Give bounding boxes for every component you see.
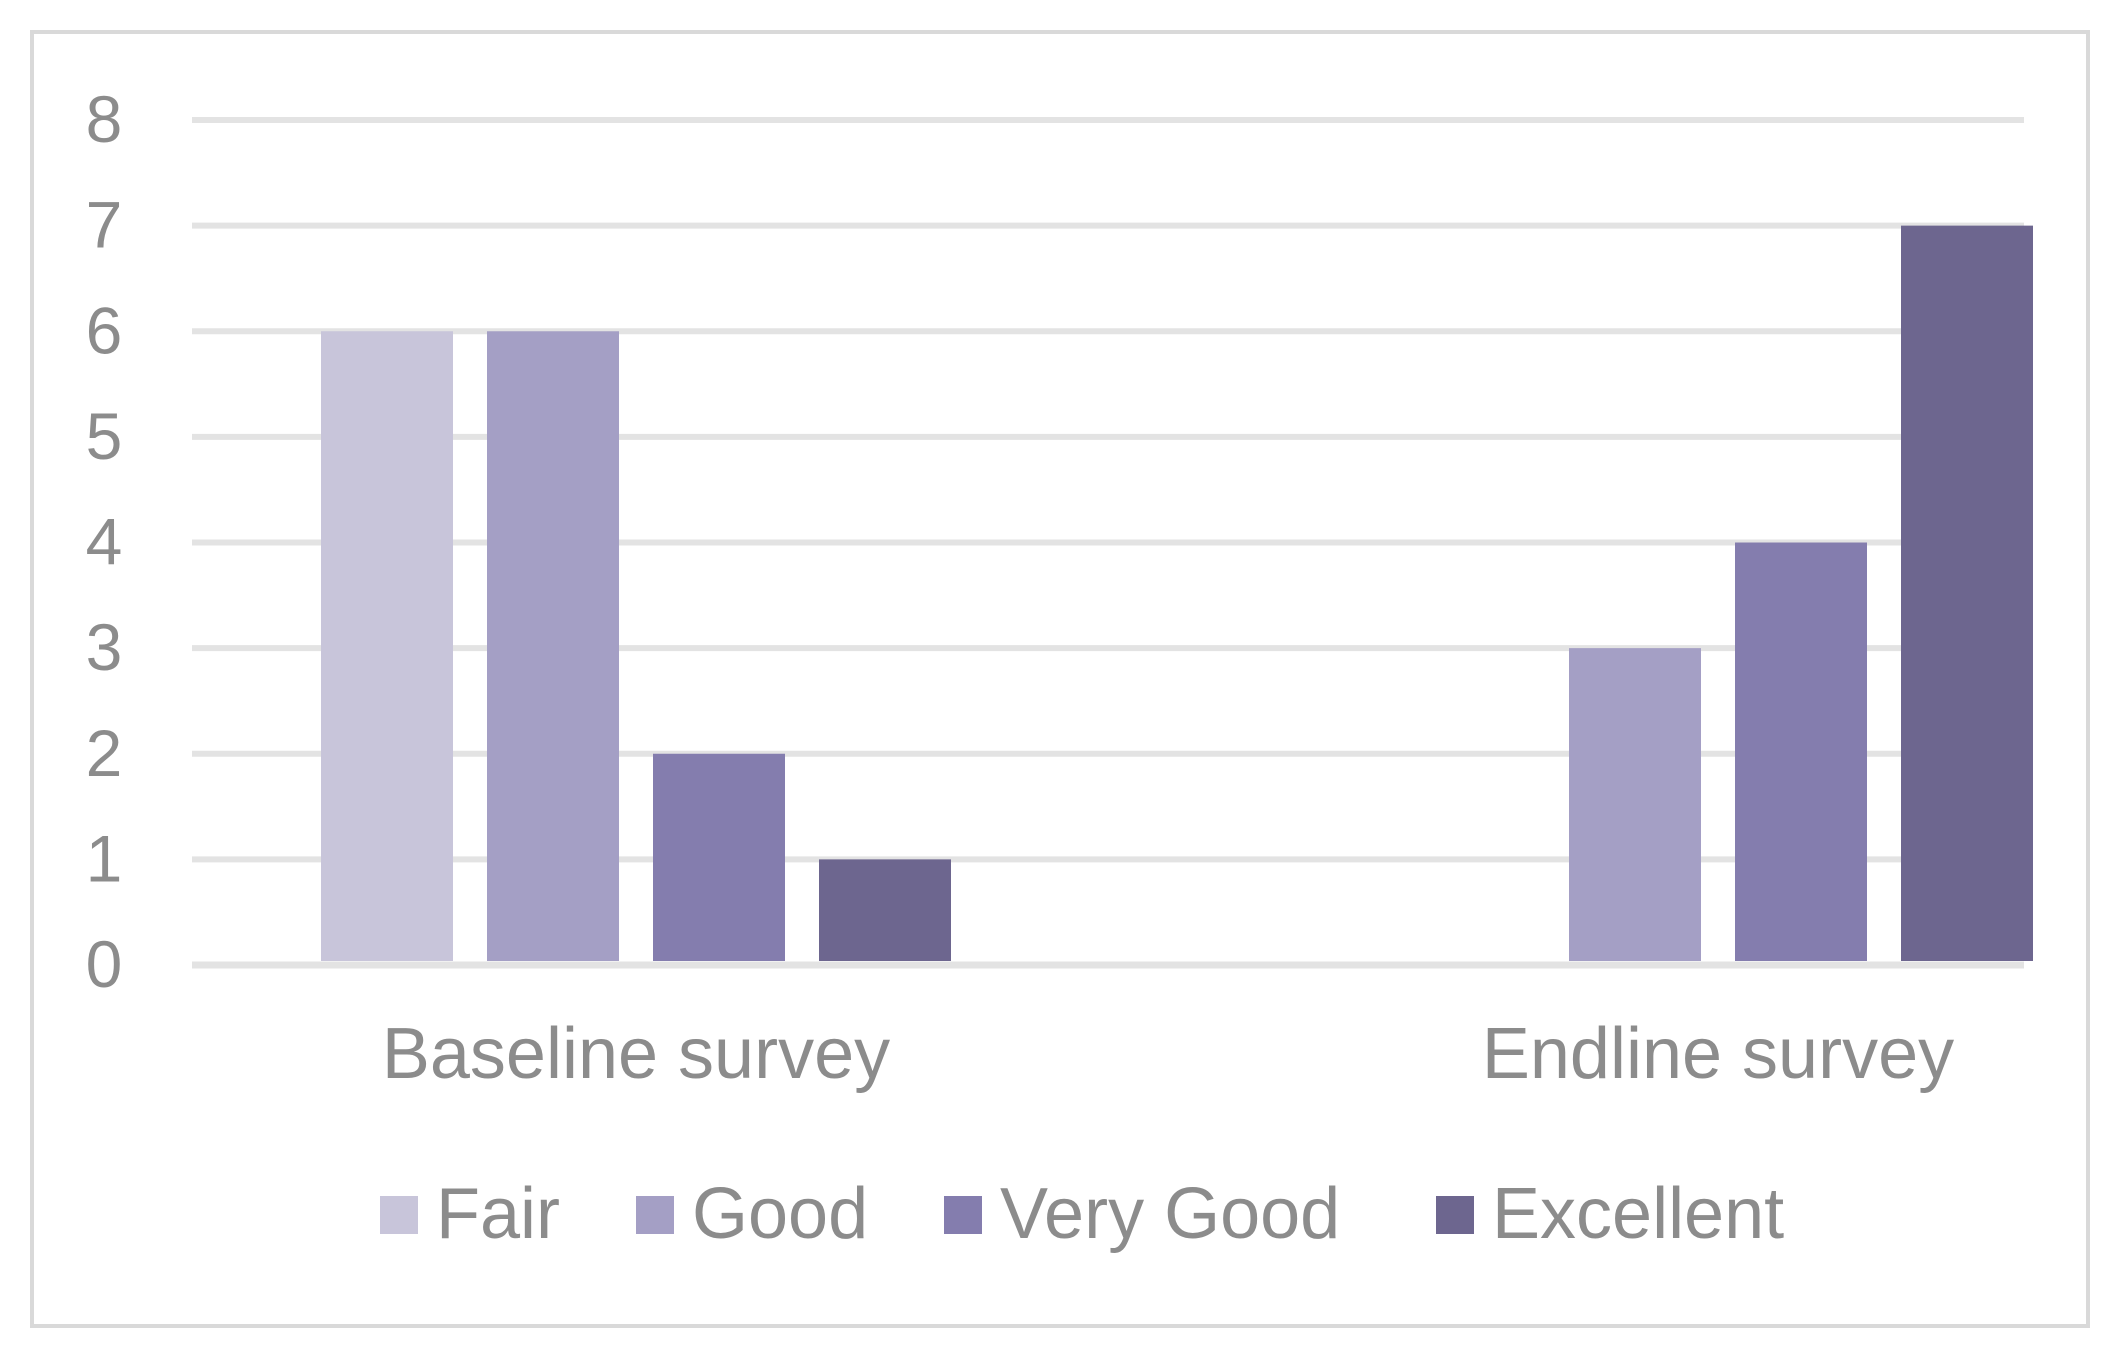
y-tick-label: 5 [86,399,123,473]
y-tick-label: 6 [86,293,123,367]
legend-label: Very Good [1000,1174,1340,1254]
y-tick-label: 2 [86,716,123,790]
y-tick-label: 8 [86,82,123,156]
y-axis-ticks: 0 1 2 3 4 5 6 7 8 [86,82,123,1001]
legend-item-very-good: Very Good [944,1174,1340,1254]
x-axis-categories: Baseline survey Endline survey [382,1014,1954,1094]
bar-very-good-1 [1735,542,1867,961]
y-tick-label: 4 [86,505,123,579]
bar-fair-0 [321,331,453,961]
x-category-label: Endline survey [1482,1014,1954,1094]
y-tick-label: 3 [86,610,123,684]
legend-label: Excellent [1492,1174,1784,1254]
x-category-label: Baseline survey [382,1014,890,1094]
bar-excellent-1 [1901,225,2033,961]
legend-swatch [944,1196,982,1234]
legend-label: Good [692,1174,868,1254]
y-tick-label: 7 [86,188,123,262]
legend-item-fair: Fair [380,1174,560,1254]
legend-label: Fair [436,1174,560,1254]
legend-item-good: Good [636,1174,868,1254]
bar-good-0 [487,331,619,961]
legend-swatch [636,1196,674,1234]
bar-good-1 [1569,648,1701,961]
legend-swatch [1436,1196,1474,1234]
bar-excellent-0 [819,859,951,961]
legend-item-excellent: Excellent [1436,1174,1784,1254]
bar-very-good-0 [653,753,785,961]
y-tick-label: 1 [86,821,123,895]
y-tick-label: 0 [86,927,123,1001]
legend-swatch [380,1196,418,1234]
bars [321,225,2033,961]
legend: Fair Good Very Good Excellent [380,1174,1784,1254]
